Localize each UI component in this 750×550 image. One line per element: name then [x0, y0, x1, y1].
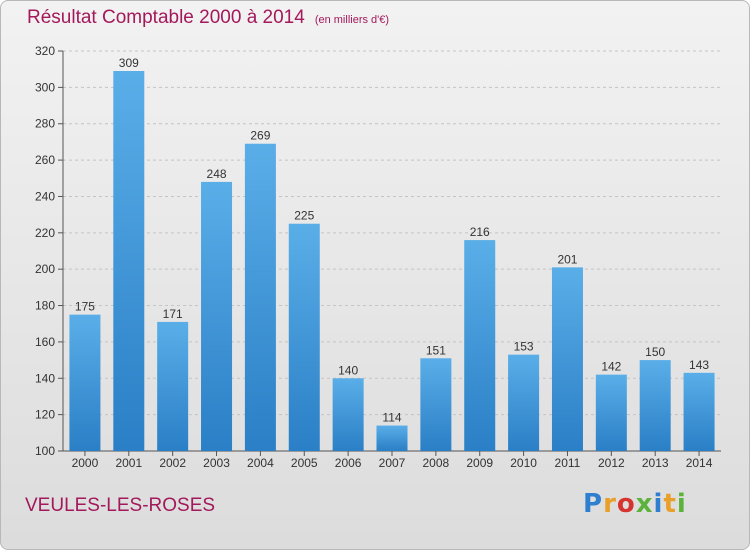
chart-title-text: Résultat Comptable 2000 à 2014	[27, 7, 305, 28]
y-tick-label: 140	[35, 371, 55, 385]
x-tick-label: 2008	[423, 456, 450, 470]
data-label: 151	[426, 343, 446, 357]
y-tick-label: 260	[35, 153, 55, 167]
y-tick-label: 100	[35, 444, 55, 458]
bar	[639, 360, 671, 451]
data-label: 309	[119, 56, 139, 70]
bar	[595, 374, 627, 451]
data-label: 269	[250, 129, 270, 143]
x-tick-label: 2012	[598, 456, 625, 470]
x-tick-label: 2000	[72, 456, 99, 470]
brand-logo: Proxiti	[583, 489, 687, 519]
x-tick-label: 2009	[466, 456, 493, 470]
x-tick-label: 2005	[291, 456, 318, 470]
y-tick-label: 320	[35, 44, 55, 58]
bar	[508, 354, 540, 451]
x-tick-label: 2006	[335, 456, 362, 470]
data-label: 201	[557, 252, 577, 266]
x-tick-label: 2004	[247, 456, 274, 470]
x-tick-label: 2002	[159, 456, 186, 470]
location-label: VEULES-LES-ROSES	[25, 495, 216, 516]
bar	[113, 71, 145, 451]
y-tick-label: 280	[35, 117, 55, 131]
data-label: 143	[689, 358, 709, 372]
data-label: 216	[470, 225, 490, 239]
brand-letter: x	[635, 489, 654, 519]
brand-letter: r	[603, 489, 617, 519]
bar	[201, 181, 233, 451]
bar	[420, 358, 452, 451]
y-tick-label: 220	[35, 226, 55, 240]
brand-letter: t	[663, 489, 677, 519]
data-label: 140	[338, 363, 358, 377]
y-tick-label: 300	[35, 80, 55, 94]
data-label: 153	[514, 340, 534, 354]
data-label: 171	[163, 307, 183, 321]
brand-letter: i	[676, 489, 687, 519]
data-label: 150	[645, 345, 665, 359]
data-label: 225	[294, 209, 314, 223]
x-tick-label: 2013	[642, 456, 669, 470]
x-tick-label: 2003	[203, 456, 230, 470]
bar	[244, 143, 276, 451]
chart-subtitle: (en milliers d'€)	[314, 14, 390, 26]
x-tick-label: 2010	[510, 456, 537, 470]
y-tick-label: 160	[35, 335, 55, 349]
data-label: 114	[382, 411, 401, 425]
bar	[157, 321, 189, 451]
bar	[69, 314, 101, 451]
y-tick-label: 120	[35, 408, 55, 422]
bar	[376, 425, 408, 451]
brand-letter: o	[616, 489, 636, 519]
x-tick-label: 2001	[115, 456, 142, 470]
y-tick-label: 200	[35, 262, 55, 276]
bar	[288, 223, 320, 451]
brand-letter: i	[653, 489, 664, 519]
bar	[464, 240, 496, 451]
chart-title: Résultat Comptable 2000 à 2014 (en millie…	[27, 7, 389, 29]
y-tick-label: 240	[35, 189, 55, 203]
y-tick-label: 180	[35, 299, 55, 313]
brand-letter: P	[583, 489, 604, 519]
data-label: 142	[601, 360, 621, 374]
data-label: 248	[207, 167, 227, 181]
bar	[332, 378, 364, 451]
x-tick-label: 2011	[555, 456, 581, 470]
x-tick-label: 2007	[379, 456, 406, 470]
x-tick-label: 2014	[686, 456, 713, 470]
data-label: 175	[75, 300, 95, 314]
bar	[551, 267, 583, 451]
bar	[683, 372, 715, 451]
